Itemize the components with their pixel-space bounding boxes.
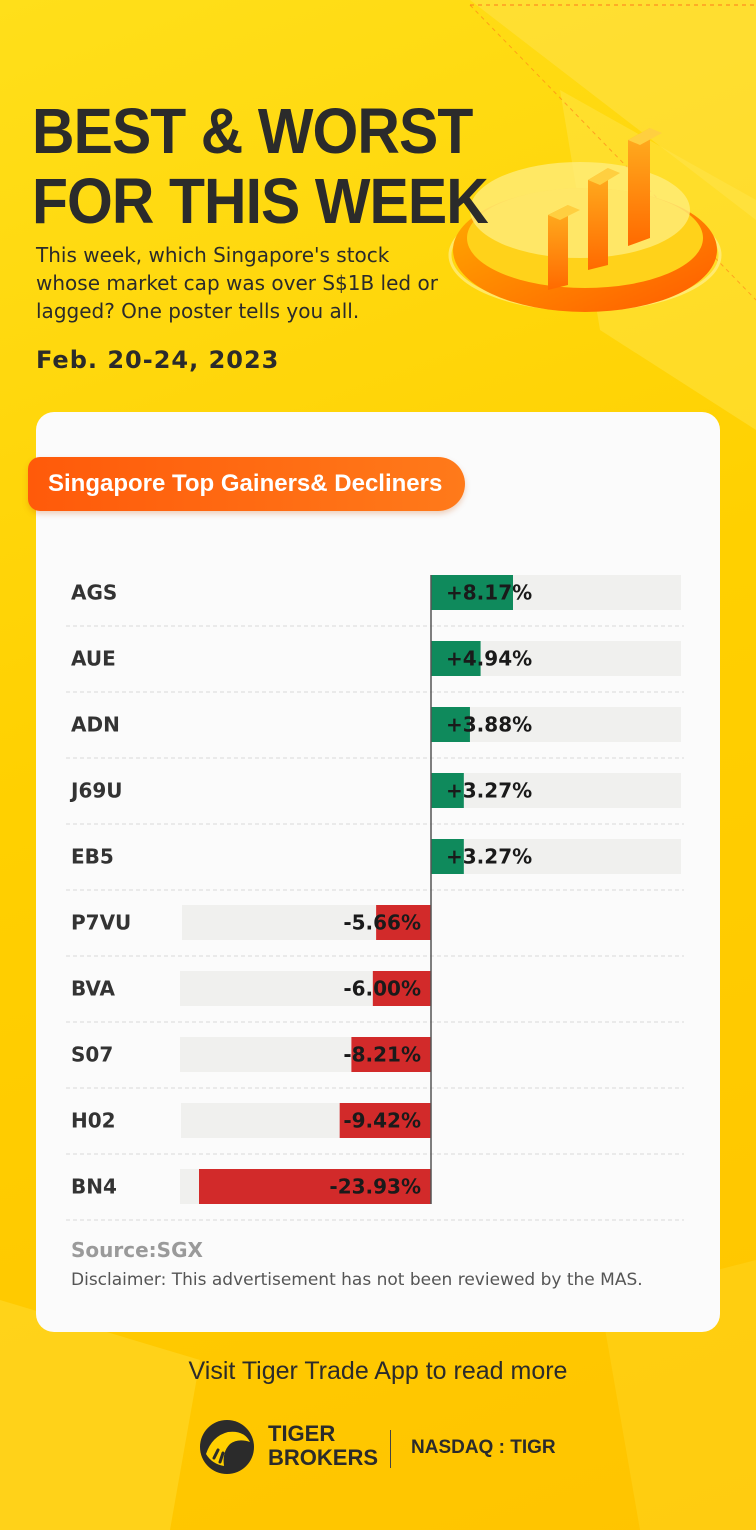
- value-label: -9.42%: [343, 1109, 421, 1133]
- value-label: +3.88%: [446, 713, 532, 737]
- loss-bar: [339, 1103, 431, 1138]
- brand-divider: [390, 1430, 391, 1468]
- title-line-2: FOR THIS WEEK: [32, 165, 489, 237]
- bar-track: [431, 707, 681, 742]
- disclaimer: Disclaimer: This advertisement has not b…: [71, 1270, 643, 1290]
- loss-bar: [372, 971, 431, 1006]
- intro-text: This week, which Singapore's stock whose…: [36, 243, 438, 323]
- date-range: Feb. 20-24, 2023: [36, 346, 280, 374]
- category-label: AUE: [71, 647, 116, 671]
- value-label: +3.27%: [446, 779, 532, 803]
- value-label: -23.93%: [329, 1175, 421, 1199]
- value-label: +4.94%: [446, 647, 532, 671]
- loss-bar: [376, 905, 431, 940]
- value-label: +3.27%: [446, 845, 532, 869]
- category-label: EB5: [71, 845, 114, 869]
- gain-bar: [431, 641, 481, 676]
- section-title: Singapore Top Gainers& Decliners: [28, 457, 465, 511]
- bar-track: [431, 773, 681, 808]
- gain-bar: [431, 773, 464, 808]
- category-label: J69U: [69, 779, 123, 803]
- category-label: BN4: [71, 1175, 117, 1199]
- value-label: -5.66%: [343, 911, 421, 935]
- page-title: BEST & WORST FOR THIS WEEK: [32, 96, 510, 236]
- cta-text: Visit Tiger Trade App to read more: [188, 1357, 568, 1385]
- brand-line-1: TIGER: [268, 1421, 336, 1446]
- gain-bar: [431, 575, 513, 610]
- gain-bar: [431, 707, 470, 742]
- brand-name: TIGER BROKERS: [268, 1422, 378, 1470]
- ticker-label: NASDAQ : TIGR: [411, 1437, 556, 1458]
- category-label: P7VU: [71, 911, 131, 935]
- value-label: -8.21%: [343, 1043, 421, 1067]
- value-label: -6.00%: [343, 977, 421, 1001]
- category-label: H02: [71, 1109, 116, 1133]
- category-label: ADN: [71, 713, 120, 737]
- brand-line-2: BROKERS: [268, 1445, 379, 1470]
- category-label: AGS: [71, 581, 117, 605]
- source-label: Source:SGX: [71, 1238, 203, 1262]
- value-label: +8.17%: [446, 581, 532, 605]
- category-label: BVA: [71, 977, 116, 1001]
- tiger-logo-icon: [200, 1420, 254, 1474]
- category-label: S07: [71, 1043, 113, 1067]
- title-line-1: BEST & WORST: [32, 95, 473, 167]
- loss-bar: [199, 1169, 431, 1204]
- bar-track: [431, 839, 681, 874]
- gain-bar: [431, 839, 464, 874]
- loss-bar: [351, 1037, 431, 1072]
